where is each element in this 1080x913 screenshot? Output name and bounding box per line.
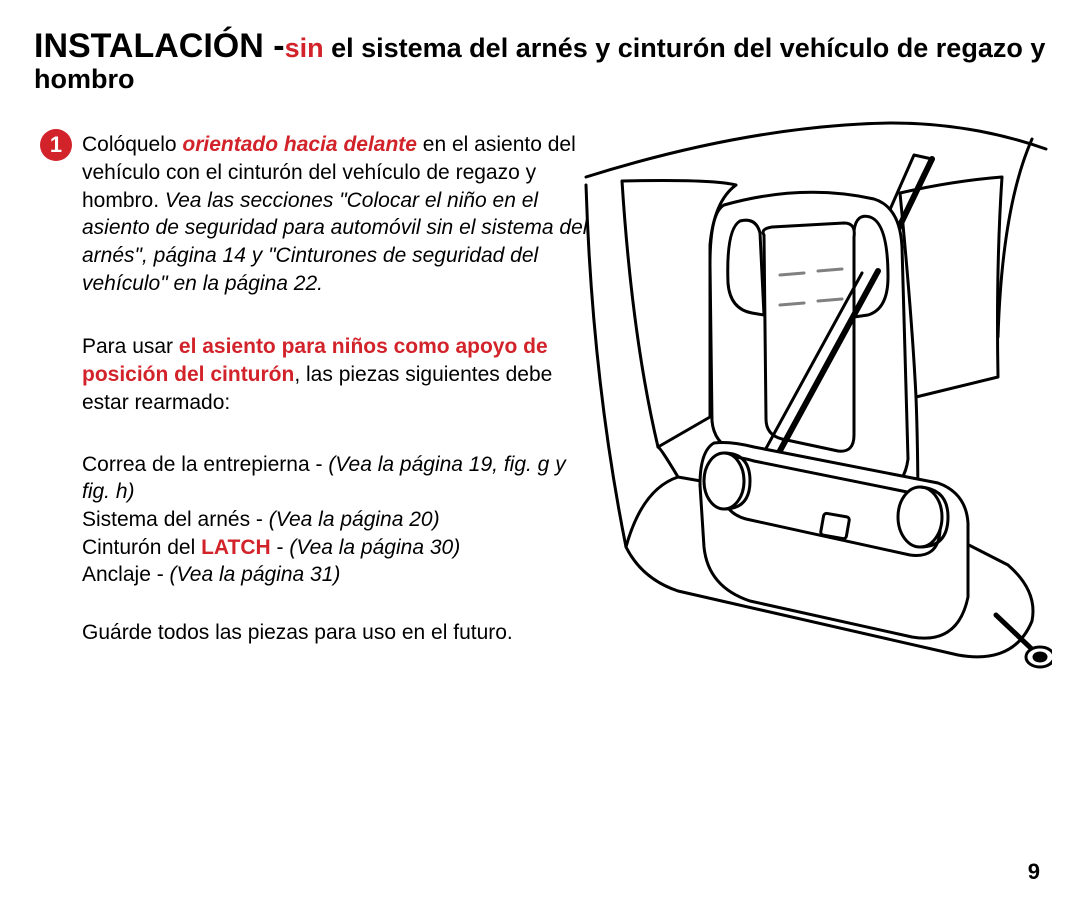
content-row: 1 Colóquelo orientado hacia delante en e… xyxy=(34,131,1046,647)
p1-t1: Colóquelo xyxy=(82,133,182,156)
p1-orientado: orientado hacia delante xyxy=(182,133,417,156)
l2a: Sistema del arnés - xyxy=(82,508,269,531)
l4a: Anclaje - xyxy=(82,563,170,586)
paragraph-4: Guárde todos las piezas para uso en el f… xyxy=(82,619,594,647)
parts-list: Correa de la entrepierna - (Vea la págin… xyxy=(82,451,594,590)
l3c: (Vea la página 30) xyxy=(289,536,460,559)
step-number-badge: 1 xyxy=(40,129,72,161)
l3-latch: LATCH xyxy=(201,536,271,559)
l1a: Correa de la entrepierna - xyxy=(82,453,328,476)
l3a: Cinturón del xyxy=(82,536,201,559)
page-heading: INSTALACIÓN -sin el sistema del arnés y … xyxy=(34,28,1046,95)
list-item: Cinturón del LATCH - (Vea la página 30) xyxy=(82,534,594,562)
list-item: Anclaje - (Vea la página 31) xyxy=(82,561,594,589)
paragraph-2: Para usar el asiento para niños como apo… xyxy=(82,333,594,416)
p2-t1: Para usar xyxy=(82,335,179,358)
page-number: 9 xyxy=(1028,859,1040,885)
list-item: Sistema del arnés - (Vea la página 20) xyxy=(82,506,594,534)
p4-t: Guárde todos las piezas para uso en el f… xyxy=(82,621,513,644)
step-number: 1 xyxy=(50,132,62,158)
heading-sin: sin xyxy=(285,33,324,63)
instruction-text-column: 1 Colóquelo orientado hacia delante en e… xyxy=(34,131,594,647)
manual-page: INSTALACIÓN -sin el sistema del arnés y … xyxy=(0,0,1080,913)
l4b: (Vea la página 31) xyxy=(170,563,341,586)
list-item: Correa de la entrepierna - (Vea la págin… xyxy=(82,451,594,506)
heading-big: INSTALACIÓN - xyxy=(34,27,285,65)
l3b: - xyxy=(271,536,290,559)
paragraph-1: Colóquelo orientado hacia delante en el … xyxy=(82,131,594,297)
car-seat-illustration xyxy=(582,117,1052,687)
l2b: (Vea la página 20) xyxy=(269,508,440,531)
